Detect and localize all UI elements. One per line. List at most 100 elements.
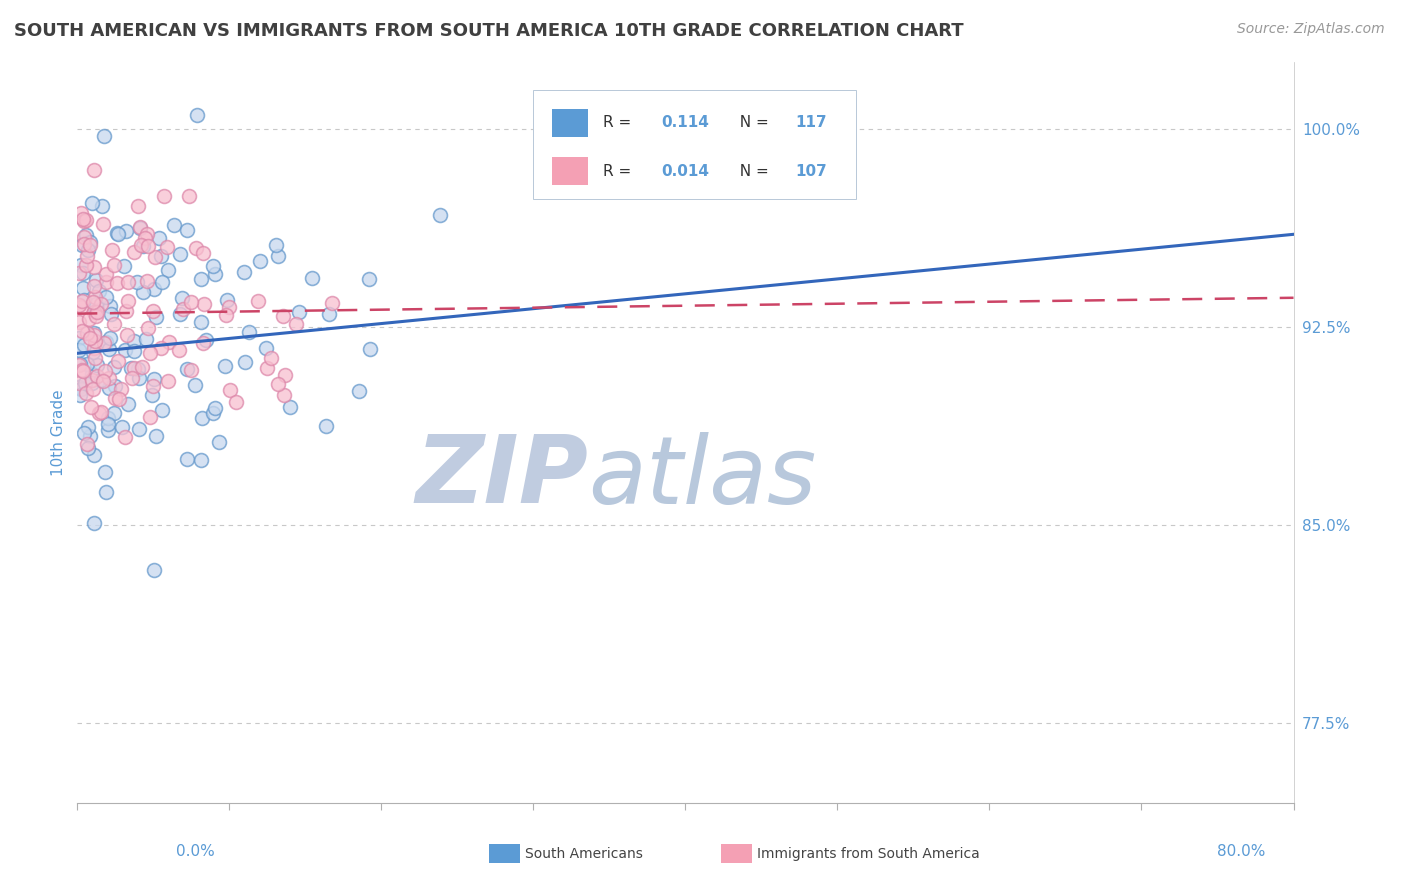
Text: 0.114: 0.114 bbox=[661, 115, 709, 130]
Point bbox=[97, 382, 120, 396]
Point bbox=[359, 342, 381, 356]
Point bbox=[145, 310, 167, 324]
Point bbox=[69, 266, 91, 280]
Point bbox=[359, 272, 381, 286]
Point bbox=[202, 259, 225, 273]
Point bbox=[94, 466, 117, 480]
Point bbox=[186, 108, 208, 122]
Point bbox=[67, 379, 90, 393]
Point bbox=[191, 411, 214, 425]
Point bbox=[274, 368, 297, 383]
Point bbox=[75, 258, 97, 272]
Point bbox=[163, 218, 186, 232]
Point bbox=[73, 293, 96, 308]
Point bbox=[72, 238, 94, 252]
Point bbox=[110, 420, 132, 434]
Point bbox=[77, 243, 100, 257]
Point bbox=[266, 238, 288, 252]
Point bbox=[124, 360, 146, 375]
Point bbox=[157, 263, 180, 277]
Point bbox=[218, 300, 240, 314]
Point bbox=[121, 371, 143, 385]
Point bbox=[267, 376, 290, 391]
Point bbox=[110, 382, 132, 396]
Point bbox=[70, 293, 93, 308]
Point bbox=[232, 265, 254, 279]
Point bbox=[75, 386, 97, 401]
Point bbox=[82, 373, 104, 387]
Point bbox=[84, 334, 107, 348]
Point bbox=[93, 335, 115, 350]
Text: Immigrants from South America: Immigrants from South America bbox=[756, 847, 980, 861]
Point bbox=[72, 281, 94, 295]
Point bbox=[214, 359, 236, 374]
Point bbox=[124, 334, 146, 349]
Text: South Americans: South Americans bbox=[526, 847, 643, 861]
Point bbox=[128, 219, 150, 234]
Point bbox=[94, 290, 117, 304]
Point bbox=[67, 298, 90, 312]
Point bbox=[77, 419, 100, 434]
Point bbox=[139, 346, 162, 360]
Point bbox=[176, 361, 198, 376]
Point bbox=[103, 391, 125, 405]
Point bbox=[87, 406, 110, 420]
Point bbox=[271, 309, 294, 323]
Point bbox=[254, 342, 277, 356]
Point bbox=[86, 305, 108, 319]
Point bbox=[103, 360, 125, 375]
Text: R =: R = bbox=[603, 115, 636, 130]
Point bbox=[73, 426, 96, 441]
Point bbox=[84, 297, 107, 311]
Point bbox=[156, 240, 179, 254]
Point bbox=[97, 411, 120, 425]
Point bbox=[176, 451, 198, 466]
Point bbox=[79, 429, 101, 443]
Point bbox=[136, 321, 159, 335]
Text: Source: ZipAtlas.com: Source: ZipAtlas.com bbox=[1237, 22, 1385, 37]
Point bbox=[83, 279, 105, 293]
Point bbox=[143, 250, 166, 264]
Point bbox=[107, 227, 129, 241]
Point bbox=[83, 448, 105, 462]
Point bbox=[318, 307, 340, 321]
Point bbox=[83, 351, 105, 366]
Point bbox=[80, 400, 103, 414]
Point bbox=[72, 214, 94, 228]
Point bbox=[73, 230, 96, 244]
Point bbox=[83, 516, 105, 530]
Point bbox=[315, 419, 337, 434]
Point bbox=[84, 273, 107, 287]
Point bbox=[215, 308, 238, 322]
Point bbox=[141, 387, 163, 401]
Point bbox=[98, 331, 121, 345]
Point bbox=[128, 221, 150, 235]
Point bbox=[150, 276, 173, 290]
Point bbox=[267, 248, 290, 262]
Point bbox=[347, 384, 370, 399]
Point bbox=[150, 403, 173, 417]
Point bbox=[280, 401, 302, 415]
Point bbox=[91, 218, 114, 232]
Point bbox=[76, 326, 98, 340]
Point bbox=[190, 272, 212, 286]
Text: atlas: atlas bbox=[588, 432, 817, 523]
Point bbox=[122, 244, 145, 259]
Point bbox=[72, 266, 94, 280]
Point bbox=[190, 453, 212, 467]
Point bbox=[127, 362, 149, 376]
Point bbox=[191, 336, 214, 351]
Point bbox=[117, 293, 139, 308]
Text: N =: N = bbox=[731, 163, 775, 178]
Point bbox=[69, 357, 91, 371]
Point bbox=[97, 417, 120, 431]
FancyBboxPatch shape bbox=[551, 109, 588, 137]
Point bbox=[169, 307, 191, 321]
Point bbox=[201, 406, 224, 420]
Point bbox=[67, 359, 90, 373]
Point bbox=[76, 357, 98, 371]
Point bbox=[94, 364, 117, 378]
Point bbox=[67, 331, 90, 345]
Point bbox=[94, 276, 117, 290]
Point bbox=[134, 231, 156, 245]
